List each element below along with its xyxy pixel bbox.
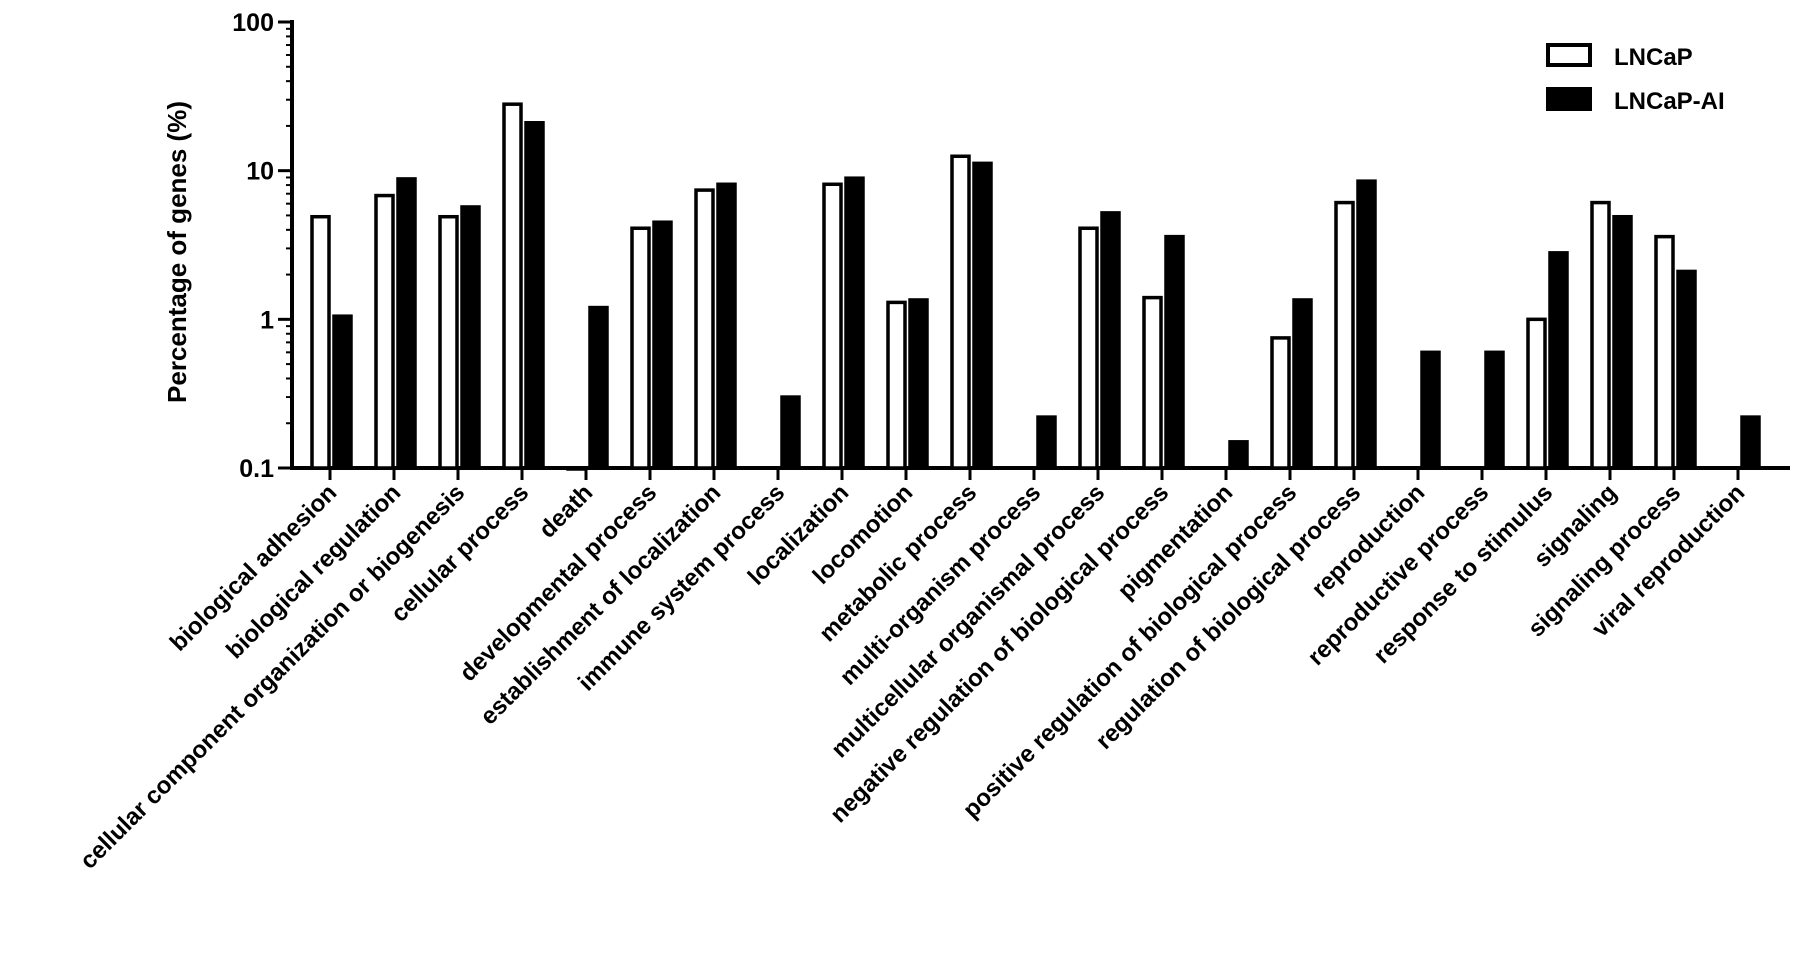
bar-lncap-ai-13 xyxy=(1164,234,1185,470)
legend-label-lncap: LNCaP xyxy=(1614,44,1693,71)
bar-lncap-0 xyxy=(310,214,331,470)
bar-lncap-6 xyxy=(694,188,715,470)
y-tick-label: 0.1 xyxy=(239,455,274,483)
y-tick-label: 100 xyxy=(232,9,274,37)
bar-lncap-ai-17 xyxy=(1420,350,1441,470)
y-axis-title: Percentage of genes (%) xyxy=(162,101,192,403)
bar-lncap-20 xyxy=(1590,200,1611,470)
bar-lncap-ai-12 xyxy=(1100,211,1121,470)
bar-lncap-ai-22 xyxy=(1740,415,1761,470)
bar-lncap-ai-16 xyxy=(1356,179,1377,470)
bar-lncap-8 xyxy=(822,182,843,470)
bar-lncap-ai-3 xyxy=(524,121,545,470)
bar-lncap-ai-10 xyxy=(972,161,993,470)
bar-lncap-2 xyxy=(438,214,459,470)
bar-lncap-ai-1 xyxy=(396,177,417,470)
bar-lncap-15 xyxy=(1270,336,1291,470)
bar-lncap-ai-15 xyxy=(1292,298,1313,470)
bar-lncap-ai-5 xyxy=(652,220,673,470)
bar-lncap-21 xyxy=(1654,234,1675,470)
y-tick-label: 1 xyxy=(260,306,274,334)
bar-lncap-ai-9 xyxy=(908,298,929,470)
bar-lncap-ai-0 xyxy=(332,314,353,470)
bar-lncap-ai-21 xyxy=(1676,269,1697,470)
y-tick-label: 10 xyxy=(246,158,274,186)
bar-lncap-ai-4 xyxy=(588,305,609,470)
bar-lncap-1 xyxy=(374,193,395,470)
legend-swatch-lncap xyxy=(1546,43,1592,67)
bar-lncap-ai-18 xyxy=(1484,350,1505,470)
bar-lncap-12 xyxy=(1078,226,1099,470)
bar-lncap-ai-19 xyxy=(1548,251,1569,470)
bar-lncap-19 xyxy=(1526,317,1547,470)
bar-lncap-5 xyxy=(630,226,651,470)
bar-lncap-10 xyxy=(950,154,971,470)
bar-lncap-13 xyxy=(1142,295,1163,470)
bar-lncap-ai-7 xyxy=(780,395,801,470)
bar-lncap-ai-2 xyxy=(460,205,481,470)
bar-lncap-3 xyxy=(502,102,523,470)
bar-lncap-ai-20 xyxy=(1612,214,1633,470)
legend-swatch-lncap-ai xyxy=(1546,87,1592,111)
legend: LNCaP LNCaP-AI xyxy=(1546,43,1725,115)
bar-lncap-9 xyxy=(886,300,907,470)
bars xyxy=(310,102,1761,471)
bar-lncap-ai-14 xyxy=(1228,440,1249,470)
bar-lncap-4 xyxy=(566,466,587,471)
bar-lncap-ai-8 xyxy=(844,176,865,470)
legend-label-lncap-ai: LNCaP-AI xyxy=(1614,88,1725,115)
bar-lncap-16 xyxy=(1334,200,1355,470)
bar-lncap-ai-11 xyxy=(1036,415,1057,470)
category-label: reproduction xyxy=(1306,479,1430,603)
bar-lncap-ai-6 xyxy=(716,182,737,470)
